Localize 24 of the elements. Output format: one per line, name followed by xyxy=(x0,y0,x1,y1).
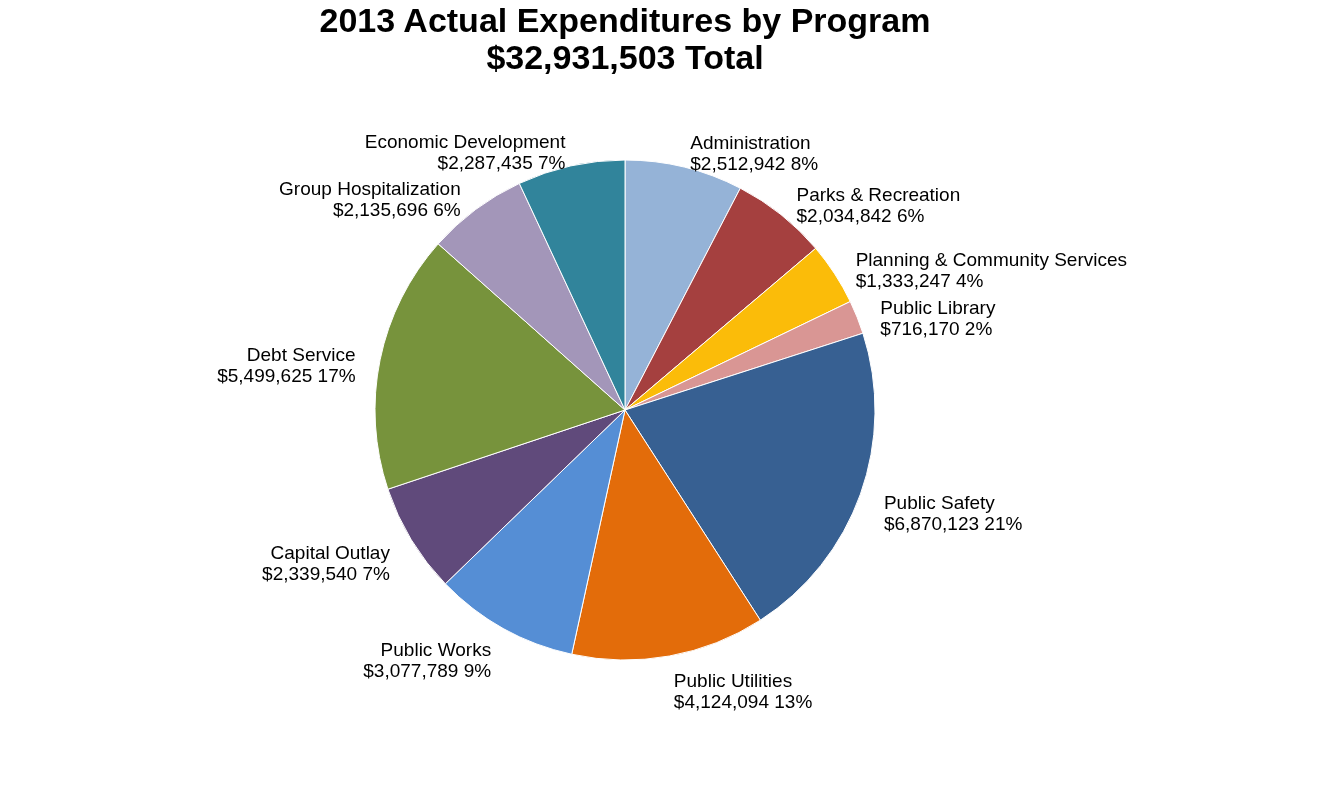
slice-label: Public Utilities xyxy=(673,669,793,691)
data-label: $2,287,435 7% xyxy=(437,151,566,173)
slice-label: Public Safety xyxy=(883,491,996,513)
chart-title: 2013 Actual Expenditures by Program xyxy=(319,1,931,39)
slice-label: Capital Outlay xyxy=(270,541,391,563)
data-label: $2,135,696 6% xyxy=(332,199,461,221)
slice-label: Economic Development xyxy=(364,130,567,152)
slice-label: Planning & Community Services xyxy=(855,249,1128,271)
slice-label: Administration xyxy=(690,131,811,153)
chart-subtitle: $32,931,503 Total xyxy=(486,38,764,76)
data-label: $2,339,540 7% xyxy=(262,562,391,584)
slice-label: Public Library xyxy=(880,296,996,318)
data-label: $4,124,094 13% xyxy=(673,690,813,712)
slice-label: Public Works xyxy=(380,639,492,661)
data-label: $2,034,842 6% xyxy=(796,205,925,227)
data-label: $3,077,789 9% xyxy=(363,660,492,682)
data-label: $1,333,247 4% xyxy=(855,270,984,292)
slice-label: Debt Service xyxy=(246,343,356,365)
data-label: $716,170 2% xyxy=(880,317,993,339)
data-label: $6,870,123 21% xyxy=(883,512,1023,534)
data-label: $2,512,942 8% xyxy=(690,152,819,174)
slice-label: Group Hospitalization xyxy=(279,178,461,200)
data-label: $5,499,625 17% xyxy=(217,364,356,386)
slice-label: Parks & Recreation xyxy=(796,184,961,206)
